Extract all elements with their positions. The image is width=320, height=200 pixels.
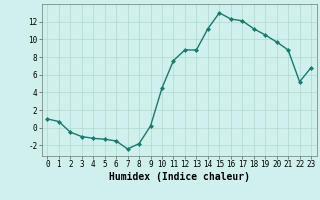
X-axis label: Humidex (Indice chaleur): Humidex (Indice chaleur) <box>109 172 250 182</box>
